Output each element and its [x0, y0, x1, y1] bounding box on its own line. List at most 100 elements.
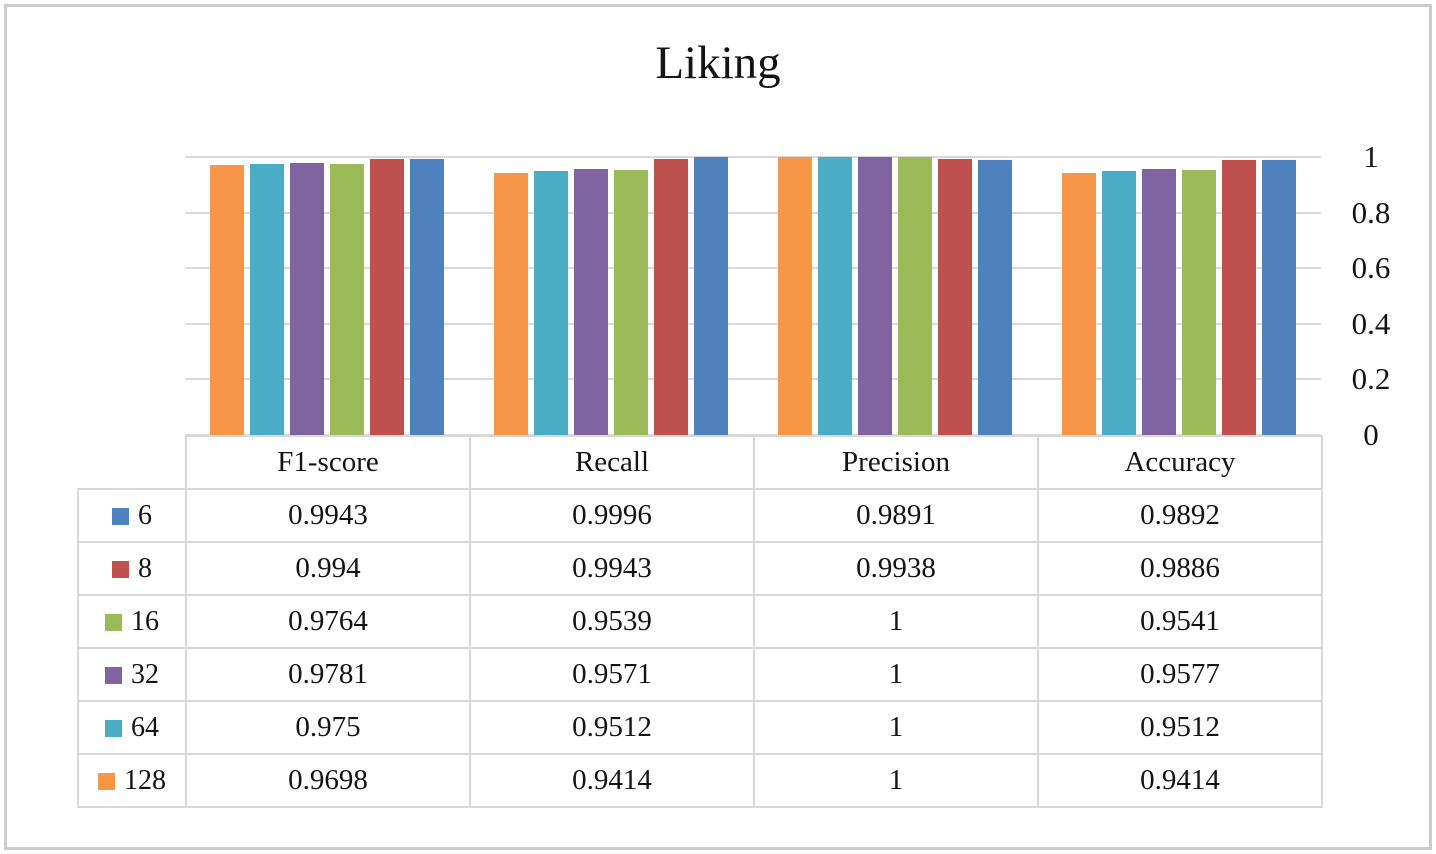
bar-group-accuracy — [1037, 157, 1321, 435]
column-header-accuracy: Accuracy — [1037, 435, 1323, 490]
series-name: 8 — [138, 552, 152, 584]
bar-group-recall — [469, 157, 753, 435]
legend-swatch — [105, 719, 122, 737]
gridline — [185, 267, 1321, 270]
data-table: F1-score Recall Precision Accuracy 6 0.9943 0… — [77, 435, 1323, 808]
bar-series-16 — [614, 169, 648, 435]
bar-series-128 — [1062, 173, 1096, 435]
value-cell: 0.9892 — [1037, 488, 1323, 543]
gridline — [185, 156, 1321, 158]
bar-series-128 — [494, 173, 528, 435]
bar-series-64 — [818, 157, 852, 435]
bar-series-32 — [290, 163, 324, 435]
bar-series-128 — [778, 157, 812, 435]
value-cell: 0.9886 — [1037, 541, 1323, 596]
value-cell: 0.994 — [185, 541, 471, 596]
gridline — [185, 434, 1321, 436]
value-cell: 1 — [753, 647, 1039, 702]
bar-series-6 — [694, 157, 728, 435]
series-label-cell: 128 — [77, 753, 187, 808]
bar-series-6 — [978, 160, 1012, 435]
chart-title: Liking — [655, 37, 781, 89]
series-label-cell: 6 — [77, 488, 187, 543]
value-cell: 0.9414 — [1037, 753, 1323, 808]
series-name: 32 — [131, 658, 159, 690]
value-cell: 0.9539 — [469, 594, 755, 649]
legend-swatch — [112, 507, 129, 525]
bar-series-32 — [858, 157, 892, 435]
legend-swatch — [98, 772, 115, 790]
plot-area — [185, 156, 1321, 436]
y-axis-tick-label: 0.6 — [1351, 250, 1391, 286]
value-cell: 0.9943 — [185, 488, 471, 543]
column-header-precision: Precision — [753, 435, 1039, 490]
value-cell: 0.975 — [185, 700, 471, 755]
table-row-series-6: 6 0.9943 0.9996 0.9891 0.9892 — [77, 488, 1323, 543]
value-cell: 0.9541 — [1037, 594, 1323, 649]
table-header-row: F1-score Recall Precision Accuracy — [78, 435, 1323, 490]
value-cell: 1 — [753, 700, 1039, 755]
value-cell: 0.9512 — [469, 700, 755, 755]
table-row-series-32: 32 0.9781 0.9571 1 0.9577 — [77, 647, 1323, 702]
bar-series-16 — [330, 163, 364, 435]
y-axis-tick-label: 0.2 — [1351, 361, 1391, 397]
gridline — [185, 378, 1321, 381]
series-name: 128 — [124, 764, 166, 796]
value-cell: 0.9577 — [1037, 647, 1323, 702]
series-label-cell: 32 — [77, 647, 187, 702]
value-cell: 0.9891 — [753, 488, 1039, 543]
bar-series-8 — [654, 158, 688, 435]
legend-swatch — [112, 560, 129, 578]
bar-group-f1-score — [185, 157, 469, 435]
value-cell: 0.9996 — [469, 488, 755, 543]
table-corner-cell — [78, 436, 186, 489]
y-axis-tick-label: 0.8 — [1351, 194, 1391, 230]
table-row-series-64: 64 0.975 0.9512 1 0.9512 — [77, 700, 1323, 755]
value-cell: 0.9764 — [185, 594, 471, 649]
bar-series-16 — [1182, 169, 1216, 435]
value-cell: 0.9512 — [1037, 700, 1323, 755]
column-header-recall: Recall — [469, 435, 755, 490]
series-name: 64 — [131, 711, 159, 743]
series-label-cell: 16 — [77, 594, 187, 649]
series-label-cell: 8 — [77, 541, 187, 596]
bar-series-6 — [1262, 160, 1296, 435]
legend-swatch — [105, 666, 122, 684]
bar-groups — [185, 157, 1321, 435]
value-cell: 1 — [753, 753, 1039, 808]
bar-series-32 — [1142, 168, 1176, 435]
value-cell: 0.9943 — [469, 541, 755, 596]
table-row-series-8: 8 0.994 0.9943 0.9938 0.9886 — [77, 541, 1323, 596]
bar-series-16 — [898, 157, 932, 435]
series-name: 6 — [138, 499, 152, 531]
column-header-f1-score: F1-score — [185, 435, 471, 490]
value-cell: 0.9571 — [469, 647, 755, 702]
gridline — [185, 211, 1321, 214]
series-name: 16 — [131, 605, 159, 637]
bar-series-32 — [574, 168, 608, 435]
value-cell: 0.9414 — [469, 753, 755, 808]
table-row-series-128: 128 0.9698 0.9414 1 0.9414 — [77, 753, 1323, 808]
y-axis-tick-label: 0 — [1363, 417, 1379, 452]
bar-series-128 — [210, 165, 244, 435]
bar-series-64 — [534, 170, 568, 435]
legend-swatch — [105, 613, 122, 631]
value-cell: 0.9781 — [185, 647, 471, 702]
bar-series-8 — [1222, 160, 1256, 435]
gridline — [185, 322, 1321, 325]
series-label-cell: 64 — [77, 700, 187, 755]
bar-series-6 — [410, 158, 444, 435]
bar-series-64 — [1102, 170, 1136, 435]
value-cell: 1 — [753, 594, 1039, 649]
value-cell: 0.9698 — [185, 753, 471, 808]
y-axis-tick-label: 0.4 — [1351, 305, 1391, 341]
bar-group-precision — [753, 157, 1037, 435]
table-row-series-16: 16 0.9764 0.9539 1 0.9541 — [77, 594, 1323, 649]
bar-series-64 — [250, 163, 284, 435]
y-axis-labels: 1 0.8 0.6 0.4 0.2 0 — [1334, 140, 1408, 452]
bar-series-8 — [938, 158, 972, 435]
value-cell: 0.9938 — [753, 541, 1039, 596]
bar-series-8 — [370, 158, 404, 435]
y-axis-tick-label: 1 — [1363, 139, 1379, 174]
